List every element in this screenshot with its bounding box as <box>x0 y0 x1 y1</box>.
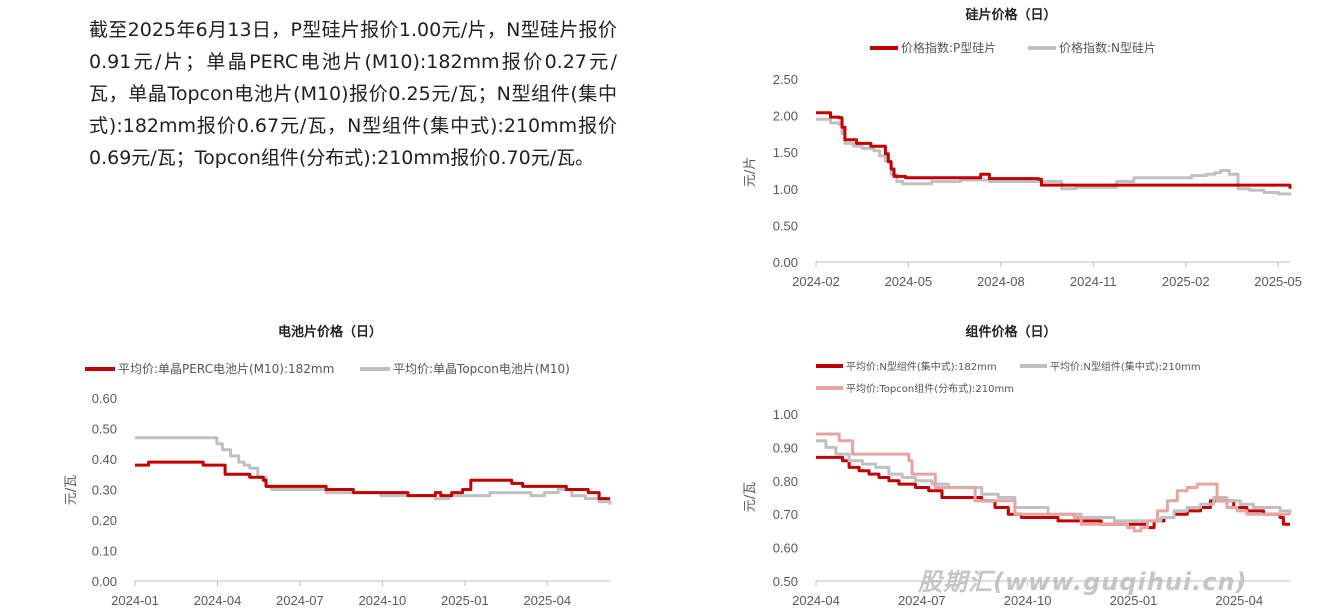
chart-title: 组件价格（日） <box>965 324 1056 340</box>
x-tick-label: 2024-05 <box>885 274 933 289</box>
legend: 平均价:单晶PERC电池片(M10):182mm 平均价:单晶Topcon电池片… <box>85 362 570 376</box>
y-tick-label: 0.30 <box>92 483 117 498</box>
cell-price-chart: 电池片价格（日） 平均价:单晶PERC电池片(M10):182mm 平均价:单晶… <box>64 324 612 608</box>
y-tick-label: 0.90 <box>773 440 798 455</box>
series-line-0 <box>135 460 610 501</box>
series-line-1 <box>816 117 1292 196</box>
y-tick-label: 0.10 <box>92 544 117 559</box>
wafer-price-chart: 硅片价格（日） 价格指数:P型硅片 价格指数:N型硅片 元/片 0.00 0.50… <box>743 7 1302 289</box>
series-line-1 <box>135 436 612 505</box>
legend-label-p-wafer: 价格指数:P型硅片 <box>901 40 996 55</box>
legend-label-n-wafer: 价格指数:N型硅片 <box>1059 40 1156 55</box>
x-tick-label: 2024-01 <box>111 593 159 608</box>
x-tick-label: 2025-01 <box>1110 593 1158 608</box>
legend: 价格指数:P型硅片 价格指数:N型硅片 <box>870 40 1156 55</box>
x-tick-label: 2024-07 <box>898 593 946 608</box>
module-price-chart: 组件价格（日） 平均价:N型组件(集中式):182mm 平均价:N型组件(集中式… <box>743 324 1292 608</box>
y-tick-label: 0.20 <box>92 513 117 528</box>
legend-label-perc-cell: 平均价:单晶PERC电池片(M10):182mm <box>118 362 334 376</box>
y-tick-label: 0.60 <box>773 541 798 556</box>
watermark: 股期汇(www.guqihui.cn) <box>918 568 1248 596</box>
y-tick-label: 1.00 <box>773 407 798 422</box>
y-tick-label: 2.50 <box>773 72 798 87</box>
summary-text: 截至2025年6月13日，P型硅片报价1.00元/片，N型硅片报价0.91元/片… <box>89 19 617 169</box>
x-tick-label: 2024-04 <box>194 593 242 608</box>
y-axis-label: 元/瓦 <box>743 482 758 512</box>
y-tick-label: 0.40 <box>92 452 117 467</box>
y-tick-label: 0.50 <box>773 574 798 589</box>
x-tick-label: 2025-04 <box>523 593 571 608</box>
x-tick-label: 2025-02 <box>1162 274 1210 289</box>
x-tick-label: 2024-04 <box>792 593 840 608</box>
y-axis-label: 元/瓦 <box>64 475 79 505</box>
y-tick-label: 0.00 <box>773 255 798 270</box>
y-tick-label: 1.50 <box>773 145 798 160</box>
y-tick-label: 0.00 <box>92 574 117 589</box>
x-tick-label: 2025-01 <box>441 593 489 608</box>
y-tick-label: 2.00 <box>773 109 798 124</box>
x-tick-label: 2025-05 <box>1254 274 1302 289</box>
legend-label-n-module-210: 平均价:N型组件(集中式):210mm <box>1050 360 1201 373</box>
y-axis-label: 元/片 <box>743 157 758 187</box>
series-line-2 <box>816 432 1290 533</box>
legend-label-topcon-cell: 平均价:单晶Topcon电池片(M10) <box>393 362 570 376</box>
legend-label-topcon-module: 平均价:Topcon组件(分布式):210mm <box>846 382 1014 395</box>
y-tick-label: 0.50 <box>773 218 798 233</box>
x-tick-label: 2024-02 <box>792 274 840 289</box>
y-tick-label: 0.80 <box>773 474 798 489</box>
x-tick-label: 2024-11 <box>1070 274 1117 289</box>
x-tick-label: 2025-04 <box>1215 593 1263 608</box>
y-tick-label: 0.70 <box>773 507 798 522</box>
chart-title: 硅片价格（日） <box>965 7 1056 23</box>
legend: 平均价:N型组件(集中式):182mm 平均价:N型组件(集中式):210mm … <box>816 360 1201 395</box>
y-tick-label: 0.50 <box>92 422 117 437</box>
y-tick-label: 0.60 <box>92 391 117 406</box>
chart-title: 电池片价格（日） <box>278 324 382 340</box>
x-tick-label: 2024-10 <box>1004 593 1052 608</box>
x-tick-label: 2024-07 <box>276 593 324 608</box>
x-tick-label: 2024-08 <box>977 274 1025 289</box>
series-line-0 <box>816 111 1292 189</box>
x-tick-label: 2024-10 <box>359 593 407 608</box>
legend-label-n-module-182: 平均价:N型组件(集中式):182mm <box>846 360 997 373</box>
y-tick-label: 1.00 <box>773 182 798 197</box>
